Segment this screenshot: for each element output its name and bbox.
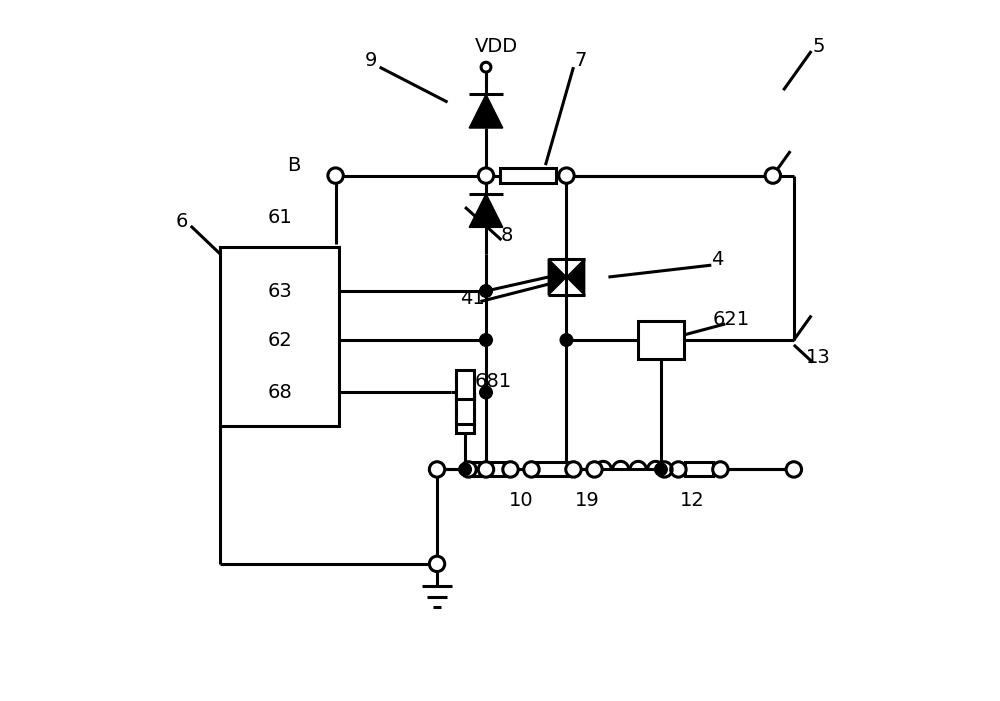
Text: 10: 10 — [509, 491, 533, 510]
Bar — [456, 394, 474, 433]
Circle shape — [503, 462, 518, 477]
Text: 12: 12 — [680, 491, 705, 510]
Text: 19: 19 — [575, 491, 600, 510]
Bar — [638, 321, 684, 359]
Circle shape — [655, 463, 667, 476]
Circle shape — [481, 62, 491, 72]
Text: VDD: VDD — [475, 36, 518, 55]
Circle shape — [657, 462, 672, 477]
Circle shape — [478, 462, 494, 477]
Text: 681: 681 — [474, 372, 512, 391]
Polygon shape — [548, 259, 566, 295]
Polygon shape — [566, 259, 585, 295]
Bar — [500, 168, 556, 183]
Text: 7: 7 — [574, 50, 587, 69]
Text: 6: 6 — [175, 212, 188, 231]
Circle shape — [786, 462, 802, 477]
Text: 62: 62 — [267, 330, 292, 350]
Text: 41: 41 — [460, 289, 484, 308]
Circle shape — [478, 168, 494, 183]
Circle shape — [459, 463, 471, 476]
Circle shape — [560, 334, 573, 346]
Circle shape — [328, 168, 343, 183]
Circle shape — [524, 462, 539, 477]
Text: 621: 621 — [712, 310, 749, 329]
Circle shape — [480, 334, 492, 346]
Bar — [685, 463, 713, 477]
Bar — [456, 370, 474, 400]
Text: 68: 68 — [267, 383, 292, 402]
Circle shape — [461, 462, 476, 477]
Circle shape — [765, 168, 781, 183]
Bar — [456, 395, 474, 424]
Bar — [220, 247, 339, 426]
Circle shape — [671, 462, 686, 477]
Text: 9: 9 — [364, 50, 377, 69]
Circle shape — [713, 462, 728, 477]
Text: 13: 13 — [806, 348, 831, 367]
Text: B: B — [287, 156, 300, 175]
Text: 63: 63 — [267, 282, 292, 301]
Text: 8: 8 — [501, 226, 513, 245]
Bar — [536, 463, 569, 477]
Text: 5: 5 — [812, 36, 825, 55]
Polygon shape — [469, 95, 503, 128]
Circle shape — [566, 462, 581, 477]
Circle shape — [559, 168, 574, 183]
Text: 4: 4 — [711, 250, 723, 269]
Circle shape — [429, 556, 445, 571]
Circle shape — [429, 462, 445, 477]
Text: 61: 61 — [267, 208, 292, 227]
Polygon shape — [469, 193, 503, 227]
Circle shape — [480, 285, 492, 297]
Circle shape — [587, 462, 602, 477]
Bar — [473, 463, 506, 477]
Circle shape — [480, 386, 492, 399]
Bar — [456, 379, 474, 400]
